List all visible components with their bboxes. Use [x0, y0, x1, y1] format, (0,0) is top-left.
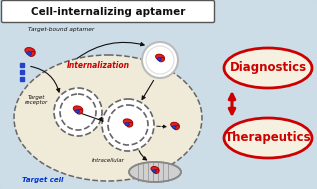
Circle shape [108, 105, 148, 145]
Ellipse shape [157, 58, 161, 61]
Ellipse shape [123, 119, 133, 125]
Ellipse shape [151, 167, 159, 172]
Ellipse shape [127, 122, 133, 127]
Ellipse shape [152, 170, 156, 172]
Ellipse shape [27, 52, 31, 55]
Ellipse shape [14, 55, 202, 181]
Ellipse shape [159, 57, 165, 62]
Ellipse shape [125, 123, 129, 126]
FancyBboxPatch shape [2, 1, 215, 22]
Circle shape [146, 46, 174, 74]
Text: Target-bound aptamer: Target-bound aptamer [28, 28, 94, 33]
Text: Intracellular: Intracellular [92, 157, 125, 163]
Ellipse shape [174, 125, 179, 130]
FancyBboxPatch shape [220, 20, 315, 185]
Ellipse shape [75, 110, 79, 113]
Ellipse shape [224, 48, 312, 88]
Ellipse shape [29, 51, 35, 56]
Text: Cell-internalizing aptamer: Cell-internalizing aptamer [31, 7, 185, 17]
Text: Target cell: Target cell [22, 177, 63, 183]
Ellipse shape [25, 48, 35, 55]
Ellipse shape [154, 170, 159, 174]
Circle shape [54, 88, 102, 136]
Circle shape [102, 99, 154, 151]
Ellipse shape [156, 54, 165, 60]
Ellipse shape [73, 106, 83, 112]
Circle shape [60, 94, 96, 130]
Ellipse shape [171, 122, 179, 128]
Text: Target
receptor: Target receptor [24, 95, 48, 105]
Ellipse shape [172, 126, 176, 129]
Ellipse shape [129, 162, 181, 182]
Ellipse shape [224, 118, 312, 158]
Ellipse shape [77, 109, 83, 114]
Text: Therapeutics: Therapeutics [225, 132, 311, 145]
Text: Internalization: Internalization [67, 60, 130, 70]
Circle shape [142, 42, 178, 78]
Text: Diagnostics: Diagnostics [230, 61, 307, 74]
